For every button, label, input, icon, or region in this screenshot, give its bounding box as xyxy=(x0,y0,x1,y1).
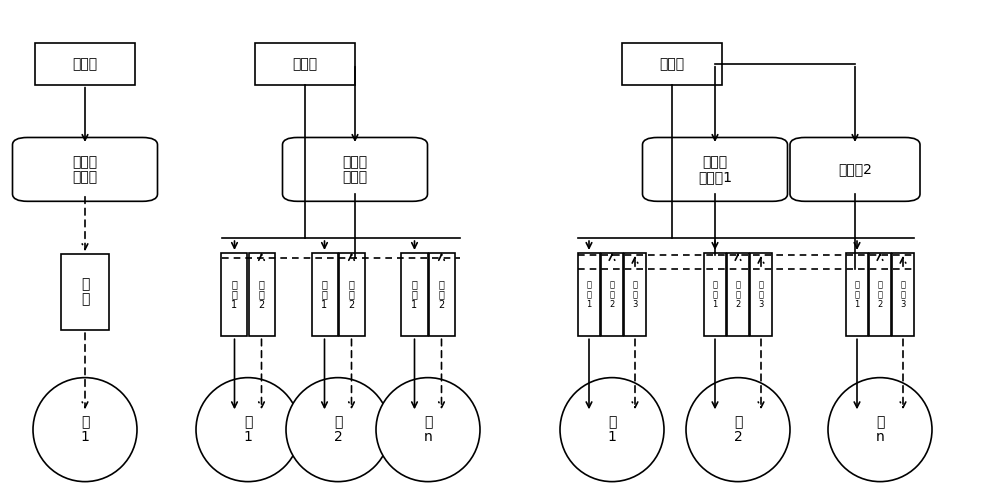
Text: 开
关
2: 开 关 2 xyxy=(877,280,883,309)
Text: 动力电: 动力电 xyxy=(659,57,685,71)
Ellipse shape xyxy=(196,378,300,482)
Text: 开
关
1: 开 关 1 xyxy=(411,279,418,310)
Text: 开
关
1: 开 关 1 xyxy=(586,280,592,309)
Text: 泵
2: 泵 2 xyxy=(334,415,342,444)
Text: 开
关
2: 开 关 2 xyxy=(609,280,615,309)
FancyBboxPatch shape xyxy=(869,253,891,336)
FancyBboxPatch shape xyxy=(578,253,600,336)
Text: 开
关
2: 开 关 2 xyxy=(735,280,741,309)
Text: 控制器
变频器: 控制器 变频器 xyxy=(342,155,368,184)
Text: 开
关
3: 开 关 3 xyxy=(758,280,764,309)
FancyBboxPatch shape xyxy=(846,253,868,336)
Text: 开
关
2: 开 关 2 xyxy=(258,279,265,310)
FancyBboxPatch shape xyxy=(312,253,338,336)
FancyBboxPatch shape xyxy=(428,253,454,336)
Ellipse shape xyxy=(828,378,932,482)
FancyBboxPatch shape xyxy=(727,253,749,336)
Ellipse shape xyxy=(686,378,790,482)
Text: 开
关
3: 开 关 3 xyxy=(900,280,906,309)
Text: 泵
1: 泵 1 xyxy=(244,415,252,444)
FancyBboxPatch shape xyxy=(704,253,726,336)
Text: 开
关: 开 关 xyxy=(81,277,89,307)
FancyBboxPatch shape xyxy=(622,43,722,85)
Text: 控制器
变频器1: 控制器 变频器1 xyxy=(698,155,732,184)
FancyBboxPatch shape xyxy=(221,253,247,336)
Ellipse shape xyxy=(33,378,137,482)
Text: 开
关
1: 开 关 1 xyxy=(231,279,238,310)
Text: 泵
1: 泵 1 xyxy=(81,415,89,444)
Ellipse shape xyxy=(286,378,390,482)
FancyBboxPatch shape xyxy=(248,253,274,336)
Text: 泵
n: 泵 n xyxy=(424,415,432,444)
Text: 泵
1: 泵 1 xyxy=(608,415,616,444)
Text: 动力电: 动力电 xyxy=(292,57,318,71)
Text: 泵
n: 泵 n xyxy=(876,415,884,444)
FancyBboxPatch shape xyxy=(61,254,109,330)
FancyBboxPatch shape xyxy=(642,137,788,201)
Text: 开
关
1: 开 关 1 xyxy=(321,279,328,310)
Ellipse shape xyxy=(376,378,480,482)
Text: 开
关
3: 开 关 3 xyxy=(632,280,638,309)
Text: 控制器
变频器: 控制器 变频器 xyxy=(72,155,98,184)
FancyBboxPatch shape xyxy=(338,253,365,336)
FancyBboxPatch shape xyxy=(892,253,914,336)
FancyBboxPatch shape xyxy=(35,43,135,85)
FancyBboxPatch shape xyxy=(255,43,355,85)
Ellipse shape xyxy=(560,378,664,482)
Text: 开
关
2: 开 关 2 xyxy=(438,279,445,310)
Text: 开
关
1: 开 关 1 xyxy=(854,280,860,309)
FancyBboxPatch shape xyxy=(283,137,428,201)
Text: 泵
2: 泵 2 xyxy=(734,415,742,444)
FancyBboxPatch shape xyxy=(601,253,623,336)
FancyBboxPatch shape xyxy=(750,253,772,336)
FancyBboxPatch shape xyxy=(13,137,158,201)
Text: 变频器2: 变频器2 xyxy=(838,163,872,176)
FancyBboxPatch shape xyxy=(790,137,920,201)
FancyBboxPatch shape xyxy=(624,253,646,336)
Text: 动力电: 动力电 xyxy=(72,57,98,71)
Text: 开
关
1: 开 关 1 xyxy=(712,280,718,309)
Text: 开
关
2: 开 关 2 xyxy=(348,279,355,310)
FancyBboxPatch shape xyxy=(401,253,428,336)
